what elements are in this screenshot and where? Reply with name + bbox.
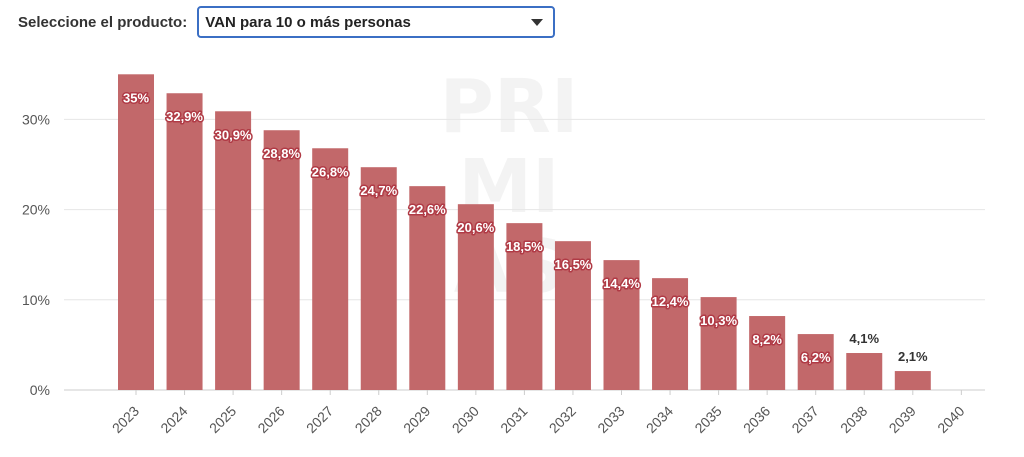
x-tick-label: 2027 [303, 403, 336, 436]
x-tick-label: 2031 [497, 403, 530, 436]
y-tick-label: 30% [22, 111, 50, 127]
data-labels: 35% 32,9% 30,9% 28,8% 26,8% 24,7% 22,6% 20,6% 18… [121, 89, 928, 367]
product-select-value: VAN para 10 o más personas [205, 13, 411, 31]
x-tick-label: 2038 [837, 403, 870, 436]
x-tick-label: 2032 [546, 403, 579, 436]
data-label: 26,8% [312, 164, 349, 179]
x-tick-label: 2025 [206, 403, 239, 436]
bar [166, 93, 203, 390]
x-tick-label: 2024 [157, 403, 190, 436]
x-axis: 2023 2024 2025 2026 2027 2028 2029 2030 2031 2032… [109, 390, 968, 436]
data-label: 14,4% [603, 276, 640, 291]
data-label: 30,9% [215, 127, 252, 142]
data-label: 4,1% [849, 331, 879, 346]
data-label: 32,9% [166, 109, 203, 124]
bar [409, 186, 446, 390]
watermark-text: PRI [440, 64, 579, 150]
x-tick-label: 2026 [254, 403, 287, 436]
data-label: 28,8% [263, 146, 300, 161]
bar [749, 316, 786, 390]
bar [603, 260, 640, 390]
data-label: 35% [123, 90, 149, 105]
bar [360, 167, 397, 390]
product-selector-row: Seleccione el producto: VAN para 10 o má… [18, 6, 556, 38]
bar [797, 334, 834, 390]
bars [118, 74, 931, 391]
x-tick-label: 2030 [449, 403, 482, 436]
bar [554, 241, 591, 390]
y-tick-label: 20% [22, 202, 50, 218]
x-tick-label: 2033 [594, 403, 627, 436]
product-selector-label: Seleccione el producto: [18, 13, 188, 31]
bar [215, 111, 252, 391]
x-tick-label: 2028 [352, 403, 385, 436]
data-label: 8,2% [752, 332, 782, 347]
x-tick-label: 2035 [691, 403, 724, 436]
data-label: 12,4% [652, 294, 689, 309]
y-tick-label: 10% [22, 292, 50, 308]
y-tick-label: 0% [30, 382, 50, 398]
bar [457, 204, 494, 390]
bar [846, 353, 883, 390]
data-label: 2,1% [898, 349, 928, 364]
data-label: 22,6% [409, 202, 446, 217]
data-label: 16,5% [555, 257, 592, 272]
data-label: 10,3% [700, 313, 737, 328]
bar [894, 371, 931, 390]
bar [700, 297, 737, 390]
bar [506, 223, 543, 390]
data-label: 6,2% [801, 350, 831, 365]
bar [652, 278, 689, 390]
x-tick-label: 2023 [109, 403, 142, 436]
product-select[interactable]: VAN para 10 o más personas [197, 6, 556, 38]
x-tick-label: 2036 [740, 403, 773, 436]
bar [263, 130, 300, 390]
watermark: PRIMIAS [440, 64, 579, 310]
x-tick-label: 2039 [886, 403, 919, 436]
data-label: 18,5% [506, 239, 543, 254]
x-tick-label: 2034 [643, 403, 676, 436]
data-label: 24,7% [360, 183, 397, 198]
bar [118, 74, 154, 391]
chevron-down-icon [531, 19, 544, 26]
x-tick-label: 2029 [400, 403, 433, 436]
x-tick-label: 2040 [934, 403, 967, 436]
x-tick-label: 2037 [788, 403, 821, 436]
data-label: 20,6% [457, 220, 494, 235]
bar [312, 148, 349, 390]
y-axis: 0% 10% 20% 30% [22, 111, 50, 398]
